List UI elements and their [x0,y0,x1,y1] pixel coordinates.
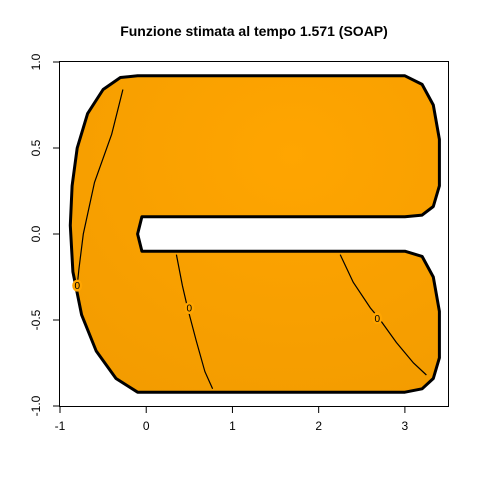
x-tick-label: 0 [143,419,150,433]
contour-line [76,89,124,286]
y-tick-label: 0.0 [29,225,43,242]
contour-label: 0 [74,281,80,292]
x-tick-label: -1 [55,419,66,433]
contour-label-bg [372,312,383,325]
y-tick-label: -0.5 [29,309,43,330]
x-tick-label: 2 [315,419,322,433]
contour-label-bg [184,301,195,314]
y-tick-label: -1.0 [29,395,43,416]
contour-label-bg [72,279,83,292]
contour-label: 0 [187,303,193,314]
x-tick-label: 3 [402,419,409,433]
contour-label: 0 [375,314,381,325]
contour-line [175,254,214,390]
y-tick-label: 0.5 [29,139,43,156]
domain-boundary [68,74,441,394]
domain-fill [70,75,440,393]
x-tick-label: 1 [229,419,236,433]
y-tick-label: 1.0 [29,53,43,70]
chart-title: Funzione stimata al tempo 1.571 (SOAP) [120,23,388,39]
